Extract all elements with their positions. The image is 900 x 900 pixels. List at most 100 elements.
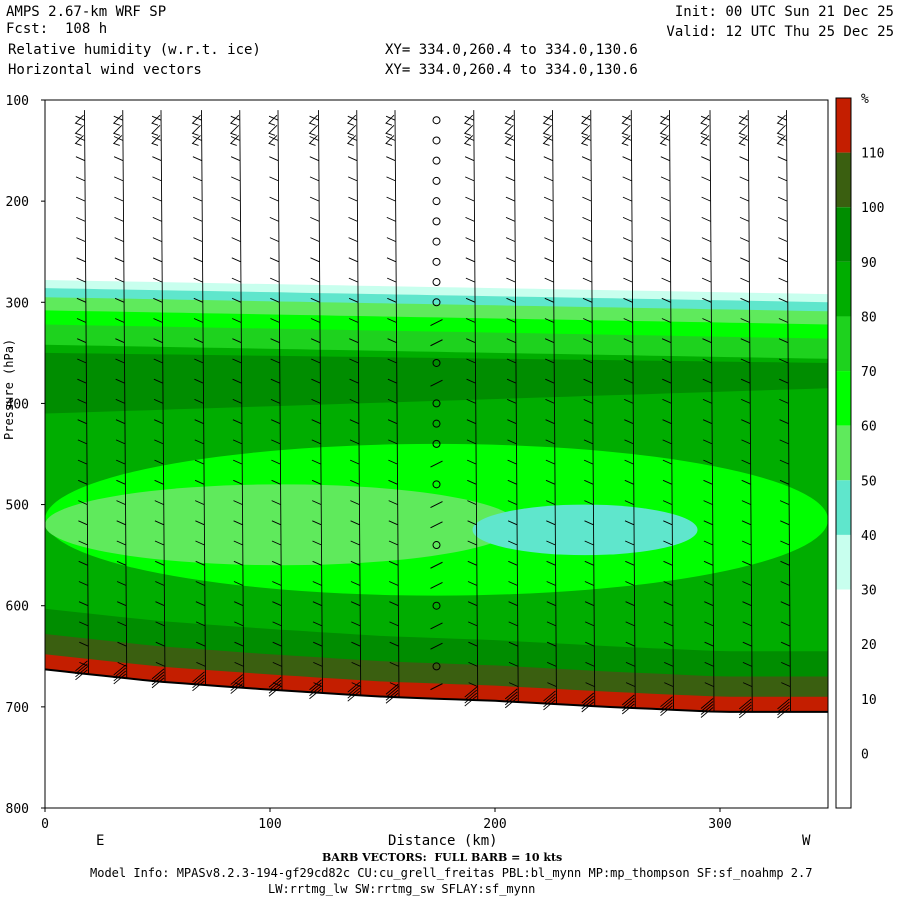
calm-barb [432, 237, 441, 246]
model-title: AMPS 2.67-km WRF SP [6, 4, 167, 20]
x-tick-label: 200 [483, 817, 506, 832]
colorbar-swatch [836, 207, 851, 262]
calm-barb [432, 197, 441, 206]
y-tick-label: 500 [6, 499, 29, 514]
calm-barb [432, 480, 441, 489]
barb-column [308, 110, 323, 700]
barb-column [463, 110, 479, 707]
y-axis-label: Pressure (hPa) [2, 338, 16, 440]
colorbar-swatch [836, 698, 851, 754]
barb-column [738, 110, 753, 719]
colorbar-frame [835, 97, 852, 809]
light-barb [430, 319, 443, 326]
y-tick-label: 100 [6, 94, 29, 109]
xy-range-2: XY= 334.0,260.4 to 334.0,130.6 [385, 62, 638, 78]
colorbar-unit: % [861, 92, 869, 107]
colorbar-label: 20 [861, 638, 877, 653]
barb-column [229, 110, 245, 694]
rh-shading [44, 100, 828, 808]
calm-barb [432, 439, 441, 448]
barb-shaft [504, 110, 519, 709]
field-name-wind: Horizontal wind vectors [8, 62, 202, 78]
barb-column [659, 110, 674, 717]
rh-dry-patch-40 [472, 504, 698, 556]
y-tick-label: 800 [6, 802, 29, 817]
colorbar-label: 60 [861, 420, 877, 435]
y-tick-label: 600 [6, 600, 29, 615]
calm-barb [432, 419, 441, 428]
wind-barbs [74, 110, 791, 719]
calm-barb [432, 399, 441, 408]
axes: 100 200 300 400 500 600 700 800 0 100 200 300 [6, 94, 829, 832]
colorbar-label: 40 [861, 529, 877, 544]
barb-shaft [308, 110, 323, 700]
barb-column [74, 110, 89, 681]
terrain-mask [45, 669, 828, 808]
plot-frame [44, 99, 829, 809]
colorbar-swatch [836, 480, 851, 535]
calm-barb [432, 257, 441, 266]
colorbar-swatch [836, 98, 851, 153]
barb-shaft [542, 110, 557, 711]
x-tick-label: 0 [41, 817, 49, 832]
light-barb [430, 379, 443, 387]
barb-column [151, 110, 166, 689]
calm-barb [432, 136, 441, 145]
colorbar-label: 90 [861, 256, 877, 271]
calm-barb [432, 156, 441, 165]
calm-barb [432, 662, 441, 671]
calm-barb [432, 278, 441, 287]
x-tick-label: 300 [708, 817, 731, 832]
barb-column [504, 110, 519, 709]
colorbar: 0 10 20 30 40 50 60 70 80 90 100 110% [835, 92, 884, 809]
calm-barb [432, 601, 441, 610]
barb-column [430, 116, 443, 691]
barb-shaft [268, 110, 283, 697]
colorbar-label: 70 [861, 365, 877, 380]
barb-column [542, 110, 557, 711]
light-barb [430, 622, 443, 630]
forecast-hour: Fcst: 108 h [6, 21, 108, 37]
barb-column [621, 110, 636, 715]
xy-range-1: XY= 334.0,260.4 to 334.0,130.6 [385, 42, 638, 58]
colorbar-swatch [836, 261, 851, 317]
barb-shaft [191, 110, 206, 692]
colorbar-label: 50 [861, 474, 877, 489]
barb-shaft [463, 110, 479, 707]
light-barb [430, 339, 443, 347]
colorbar-swatch [836, 753, 851, 808]
colorbar-swatch [836, 589, 851, 645]
rh-surface-110 [45, 654, 828, 712]
x-tick-label: 100 [258, 817, 281, 832]
colorbar-label: 30 [861, 584, 877, 599]
barb-shaft [700, 110, 715, 718]
barb-note: BARB VECTORS: FULL BARB = 10 kts [322, 851, 563, 864]
barb-shaft [659, 110, 674, 717]
terrain-line [44, 668, 828, 713]
calm-barb [432, 176, 441, 185]
calm-barb [432, 358, 441, 367]
x-end-label-east: E [96, 833, 105, 849]
y-tick-label: 300 [6, 296, 29, 311]
colorbar-swatch [836, 316, 851, 372]
colorbar-label: 80 [861, 310, 877, 325]
init-time: Init: 00 UTC Sun 21 Dec 25 [674, 4, 894, 20]
colorbar-swatch [836, 152, 851, 208]
light-barb [430, 683, 443, 691]
model-info: Model Info: MPASv8.2.3-194-gf29cd82c CU:… [90, 866, 813, 880]
rh-surface-100 [45, 634, 828, 712]
light-barb [430, 501, 443, 509]
calm-barb [432, 298, 441, 307]
field-name-rh: Relative humidity (w.r.t. ice) [8, 42, 261, 58]
barb-shaft [621, 110, 636, 715]
colorbar-label: 0 [861, 747, 869, 762]
y-tick-label: 200 [6, 195, 29, 210]
barb-column [700, 110, 715, 718]
colorbar-swatch [836, 371, 851, 426]
colorbar-label: 10 [861, 693, 877, 708]
barb-shaft [112, 110, 128, 685]
barb-column [112, 110, 128, 685]
light-barb [430, 521, 443, 529]
colorbar-label: 110 [861, 147, 884, 162]
barb-shaft [151, 110, 166, 689]
